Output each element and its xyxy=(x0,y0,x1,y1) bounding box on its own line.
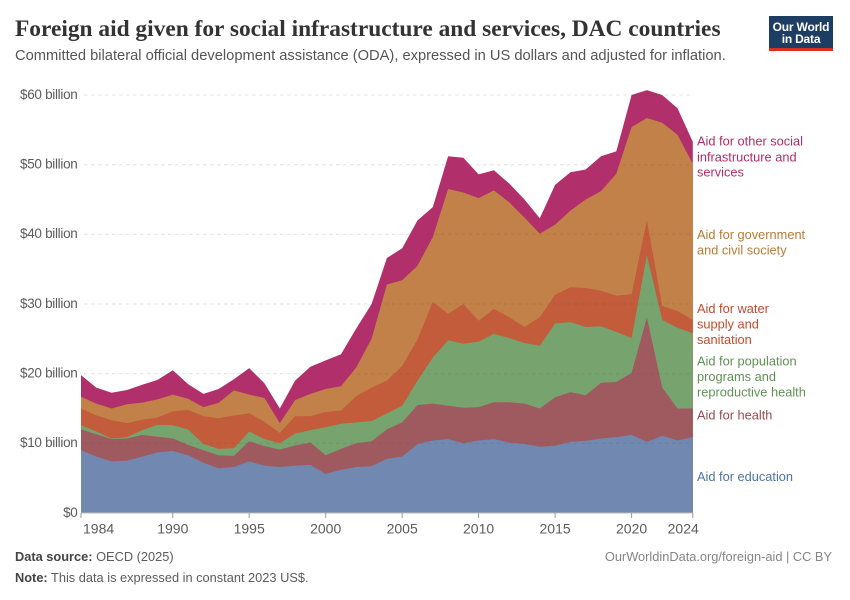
svg-text:$40 billion: $40 billion xyxy=(20,226,78,241)
svg-text:1995: 1995 xyxy=(234,521,265,537)
svg-text:$0: $0 xyxy=(63,505,77,520)
svg-text:reproductive health: reproductive health xyxy=(697,384,806,399)
svg-text:2020: 2020 xyxy=(616,521,647,537)
svg-text:2000: 2000 xyxy=(310,521,341,537)
svg-text:2015: 2015 xyxy=(540,521,571,537)
svg-text:2005: 2005 xyxy=(387,521,418,537)
svg-text:and civil society: and civil society xyxy=(697,242,787,257)
svg-text:Aid for education: Aid for education xyxy=(697,469,793,484)
svg-text:sanitation: sanitation xyxy=(697,332,752,347)
svg-text:1990: 1990 xyxy=(157,521,188,537)
svg-text:services: services xyxy=(697,164,744,179)
svg-text:Aid for other social: Aid for other social xyxy=(697,133,803,148)
svg-text:$60 billion: $60 billion xyxy=(20,87,78,102)
svg-text:Aid for health: Aid for health xyxy=(697,407,772,422)
svg-text:2010: 2010 xyxy=(463,521,494,537)
svg-text:infrastructure and: infrastructure and xyxy=(697,149,797,164)
svg-text:supply and: supply and xyxy=(697,316,759,331)
svg-text:Aid for government: Aid for government xyxy=(697,227,806,242)
svg-text:$50 billion: $50 billion xyxy=(20,157,78,172)
svg-text:$10 billion: $10 billion xyxy=(20,435,78,450)
svg-text:programs and: programs and xyxy=(697,369,776,384)
svg-text:$30 billion: $30 billion xyxy=(20,296,78,311)
svg-text:2024: 2024 xyxy=(668,521,699,537)
svg-text:Aid for population: Aid for population xyxy=(697,353,797,368)
svg-text:$20 billion: $20 billion xyxy=(20,366,78,381)
svg-text:1984: 1984 xyxy=(83,521,114,537)
svg-text:Aid for water: Aid for water xyxy=(697,301,770,316)
